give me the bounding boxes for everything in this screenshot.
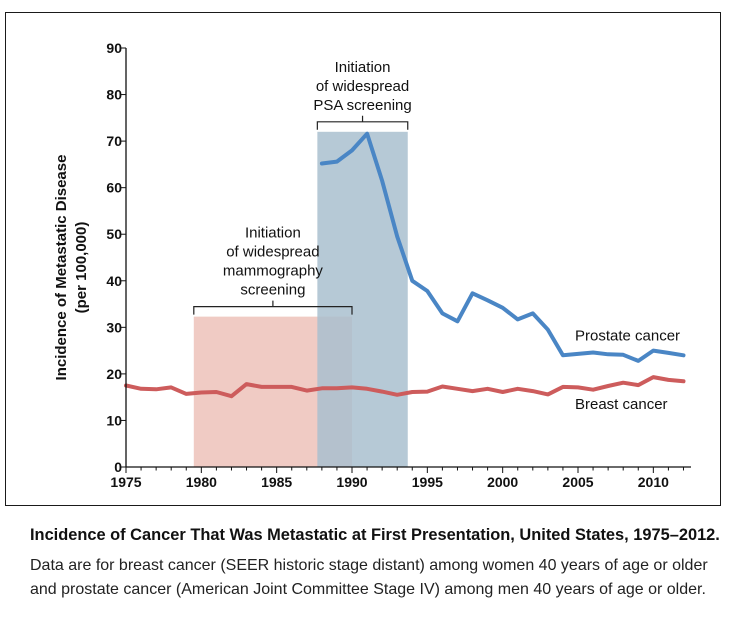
series-label-prostate-cancer: Prostate cancer (575, 327, 680, 344)
chart-frame: 1975 1980 1985 1990 1995 2000 2005 2010 0 10 20 30 4… (5, 12, 721, 506)
series-line-breast-cancer (124, 375, 686, 399)
caption-title: Incidence of Cancer That Was Metastatic … (30, 526, 720, 544)
x-tick-label-2000: 2000 (487, 474, 518, 490)
annotation-1-line-1: Initiation (245, 225, 301, 242)
x-tick-label-1995: 1995 (412, 474, 443, 490)
series-label-breast-cancer: Breast cancer (575, 396, 668, 413)
line-chart: 1975 1980 1985 1990 1995 2000 2005 2010 0 10 20 30 4… (53, 40, 691, 490)
annotation-2-line-1: Initiation (335, 59, 391, 76)
x-tick-label-2005: 2005 (562, 474, 593, 490)
series-line-prostate-cancer (319, 131, 686, 363)
y-tick-label-0: 0 (114, 459, 122, 475)
annotation-1-line-3: mammography (223, 263, 324, 280)
annotation-1-line-2: of widespread (226, 244, 319, 261)
y-tick-label-60: 60 (106, 180, 122, 196)
caption-body: Data are for breast cancer (SEER histori… (30, 557, 708, 598)
y-tick-label-20: 20 (106, 366, 122, 382)
x-tick-label-1980: 1980 (186, 474, 217, 490)
shaded-region-2 (317, 131, 408, 468)
annotation-2-line-2: of widespread (316, 78, 409, 95)
y-tick-label-40: 40 (106, 273, 122, 289)
y-axis-label-line-1: Incidence of Metastatic Disease (53, 155, 70, 381)
y-tick-label-10: 10 (106, 412, 122, 428)
y-tick-label-70: 70 (106, 133, 122, 149)
bracket-1 (193, 300, 353, 315)
y-tick-label-90: 90 (106, 40, 122, 56)
x-tick-label-2010: 2010 (638, 474, 669, 490)
y-axis-label-line-2: (per 100,000) (73, 222, 90, 314)
bracket-2 (316, 115, 409, 130)
annotation-1-line-4: screening (240, 282, 305, 299)
annotation-2-line-3: PSA screening (313, 97, 411, 114)
y-tick-label-50: 50 (106, 226, 122, 242)
x-tick-label-1990: 1990 (336, 474, 367, 490)
y-tick-label-80: 80 (106, 87, 122, 103)
x-tick-label-1985: 1985 (261, 474, 292, 490)
x-tick-label-1975: 1975 (110, 474, 141, 490)
y-tick-label-30: 30 (106, 319, 122, 335)
